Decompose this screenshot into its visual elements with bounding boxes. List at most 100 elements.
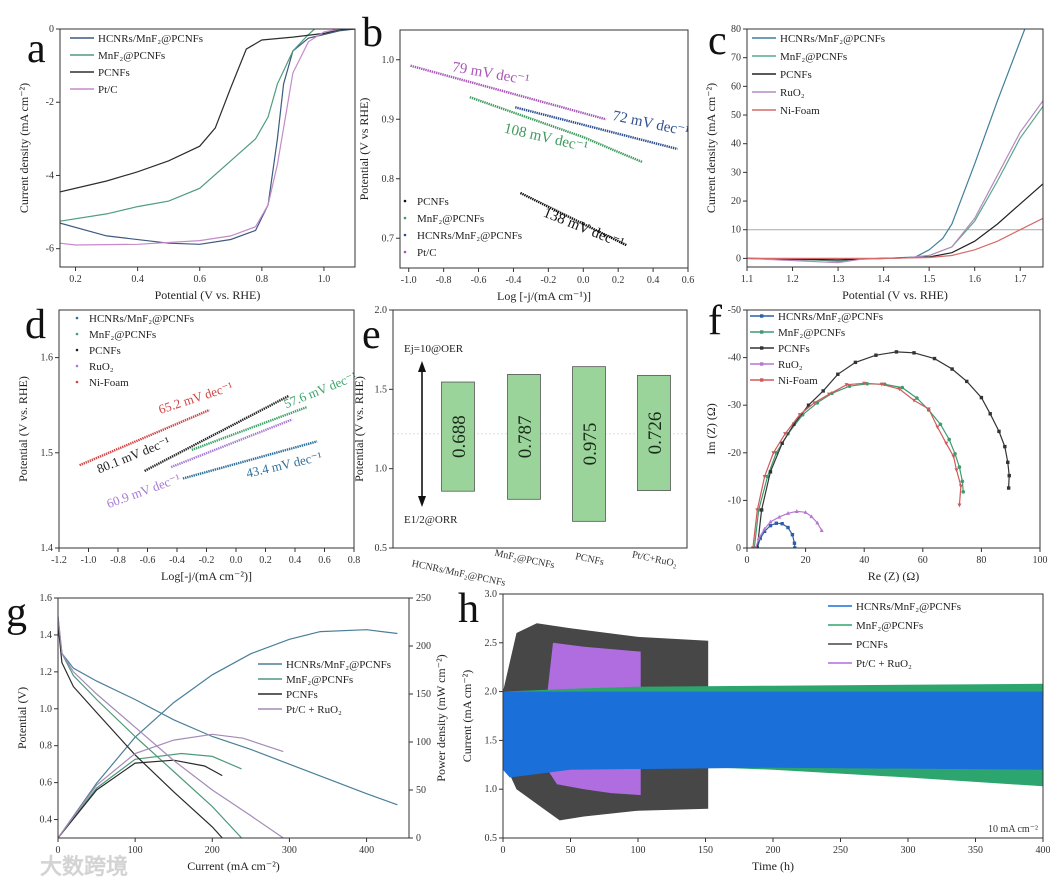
x-tick-label: -1.0	[81, 555, 97, 566]
legend-item: MnF₂@PCNFs	[403, 213, 484, 225]
data-point	[935, 425, 940, 430]
legend-label: Pt/C	[417, 247, 437, 259]
data-point	[780, 522, 784, 526]
legend-item: PCNFs	[403, 196, 449, 208]
y-tick-label: -2	[46, 97, 54, 108]
series-line-0	[747, 29, 1026, 262]
y-axis-title: Potential (V vs. RHE)	[16, 376, 30, 482]
x-tick-label: 80	[976, 555, 986, 566]
y-tick-label: -30	[728, 400, 741, 411]
legend-label: MnF₂@PCNFs	[286, 674, 353, 686]
legend-label: Pt/C + RuO₂	[286, 704, 342, 716]
x-tick-label: 300	[282, 845, 297, 856]
x-tick-label: 0.6	[318, 555, 331, 566]
legend-label: MnF₂@PCNFs	[856, 620, 923, 632]
x-tick-label: -0.2	[199, 555, 215, 566]
y-tick-label: 1.4	[40, 630, 53, 641]
y-tick-label: 2.0	[375, 305, 388, 316]
data-point	[762, 526, 767, 531]
y-tick-label: 70	[731, 53, 741, 64]
legend-marker-icon	[403, 233, 407, 237]
legend-marker-icon	[75, 364, 79, 368]
y-tick-label: -50	[728, 305, 741, 316]
series-line-1	[747, 106, 1043, 262]
legend-label: HCNRs/MnF₂@PCNFs	[89, 313, 194, 325]
data-point	[768, 523, 773, 528]
x-tick-label: -1.2	[51, 555, 67, 566]
y-tick-label: 0.6	[40, 778, 53, 789]
series-line-1	[753, 383, 964, 548]
slope-annotation: 60.9 mV dec⁻¹	[105, 470, 183, 511]
series-line-0	[60, 29, 355, 245]
x-tick-label: -1.0	[401, 275, 417, 286]
panel-e: 0.688 HCNRs/MnF₂@PCNFs 0.787 MnF₂@PCNFs 0.97…	[352, 305, 688, 589]
x-tick-label: 0	[501, 845, 506, 856]
series-line-3	[747, 100, 1043, 264]
series-line-2	[60, 29, 355, 193]
legend-marker-icon	[760, 362, 764, 366]
x-tick-label: 1.1	[741, 274, 754, 285]
y-tick-label: 50	[731, 110, 741, 121]
data-point	[897, 387, 902, 392]
y-axis-title: Current density (mA cm⁻²)	[17, 83, 31, 213]
legend-marker-icon	[75, 348, 79, 352]
plot-area	[503, 623, 1043, 821]
y-tick-label: 10	[731, 225, 741, 236]
data-point	[774, 451, 779, 455]
legend-label: Pt/C	[98, 84, 118, 96]
x-tick-label: 1.4	[877, 274, 890, 285]
legend-label: MnF₂@PCNFs	[98, 50, 165, 62]
x-tick-label: 100	[631, 845, 646, 856]
data-point	[944, 441, 949, 446]
legend-item: Ni-Foam	[750, 375, 818, 387]
data-point	[797, 413, 802, 417]
legend-label: HCNRs/MnF₂@PCNFs	[856, 601, 961, 613]
legend-item: HCNRs/MnF₂@PCNFs	[403, 230, 522, 242]
legend-item: MnF₂@PCNFs	[70, 50, 165, 62]
x-tick-label: 0.8	[256, 274, 269, 285]
series-line-1	[60, 29, 315, 222]
y-tick-label: 2.5	[485, 638, 498, 649]
legend: HCNRs/MnF₂@PCNFs MnF₂@PCNFs PCNFs RuO₂ Ni-Fo…	[750, 311, 883, 387]
plot-area	[58, 616, 398, 838]
x-axis-title: Potential (V vs. RHE)	[155, 288, 261, 302]
legend-label: PCNFs	[856, 639, 888, 651]
legend-item: Pt/C + RuO₂	[828, 658, 912, 670]
x-tick-label: 0.2	[259, 555, 272, 566]
slope-annotation: 65.2 mV dec⁻¹	[157, 379, 235, 417]
x-tick-label: 0.8	[348, 555, 361, 566]
legend-marker-icon	[75, 380, 79, 384]
legend-item: PCNFs	[750, 343, 810, 355]
legend-item: MnF₂@PCNFs	[750, 327, 845, 339]
watermark: 大数跨境	[40, 855, 129, 880]
y-tick-label: 0	[736, 543, 741, 554]
bar-value-label: 0.975	[580, 423, 601, 466]
x-tick-label: 400	[1036, 845, 1050, 856]
data-point	[953, 451, 957, 456]
data-point	[758, 536, 762, 541]
plot-frame	[59, 28, 356, 268]
series-line-0	[756, 522, 796, 548]
y-axis-title: Potential (V vs RHE)	[357, 98, 371, 201]
legend-label: PCNFs	[417, 196, 449, 208]
legend-item: PCNFs	[75, 345, 121, 357]
y2-tick-label: 50	[416, 785, 426, 796]
data-point	[874, 353, 878, 357]
y-tick-label: -20	[728, 448, 741, 459]
data-point	[755, 508, 760, 513]
y2-axis-title: Power density (mW cm⁻²)	[434, 654, 448, 781]
data-point	[926, 407, 931, 412]
category-label: PCNFs	[574, 551, 605, 568]
x-tick-label: -0.4	[169, 555, 185, 566]
legend-marker-icon	[760, 346, 764, 350]
plot-frame	[392, 309, 688, 549]
data-point	[786, 511, 791, 515]
x-tick-label: -0.4	[506, 275, 522, 286]
bar-2	[572, 366, 606, 522]
series-line-2	[144, 394, 290, 472]
plot-frame	[746, 28, 1044, 268]
legend-label: HCNRs/MnF₂@PCNFs	[417, 230, 522, 242]
data-point	[762, 475, 767, 479]
panel-f: 0 20 40 60 80 100 0 -10 -20 -30 -40 -50 Re (Z) (Ω) Im…	[704, 298, 1048, 583]
data-point	[759, 508, 764, 512]
